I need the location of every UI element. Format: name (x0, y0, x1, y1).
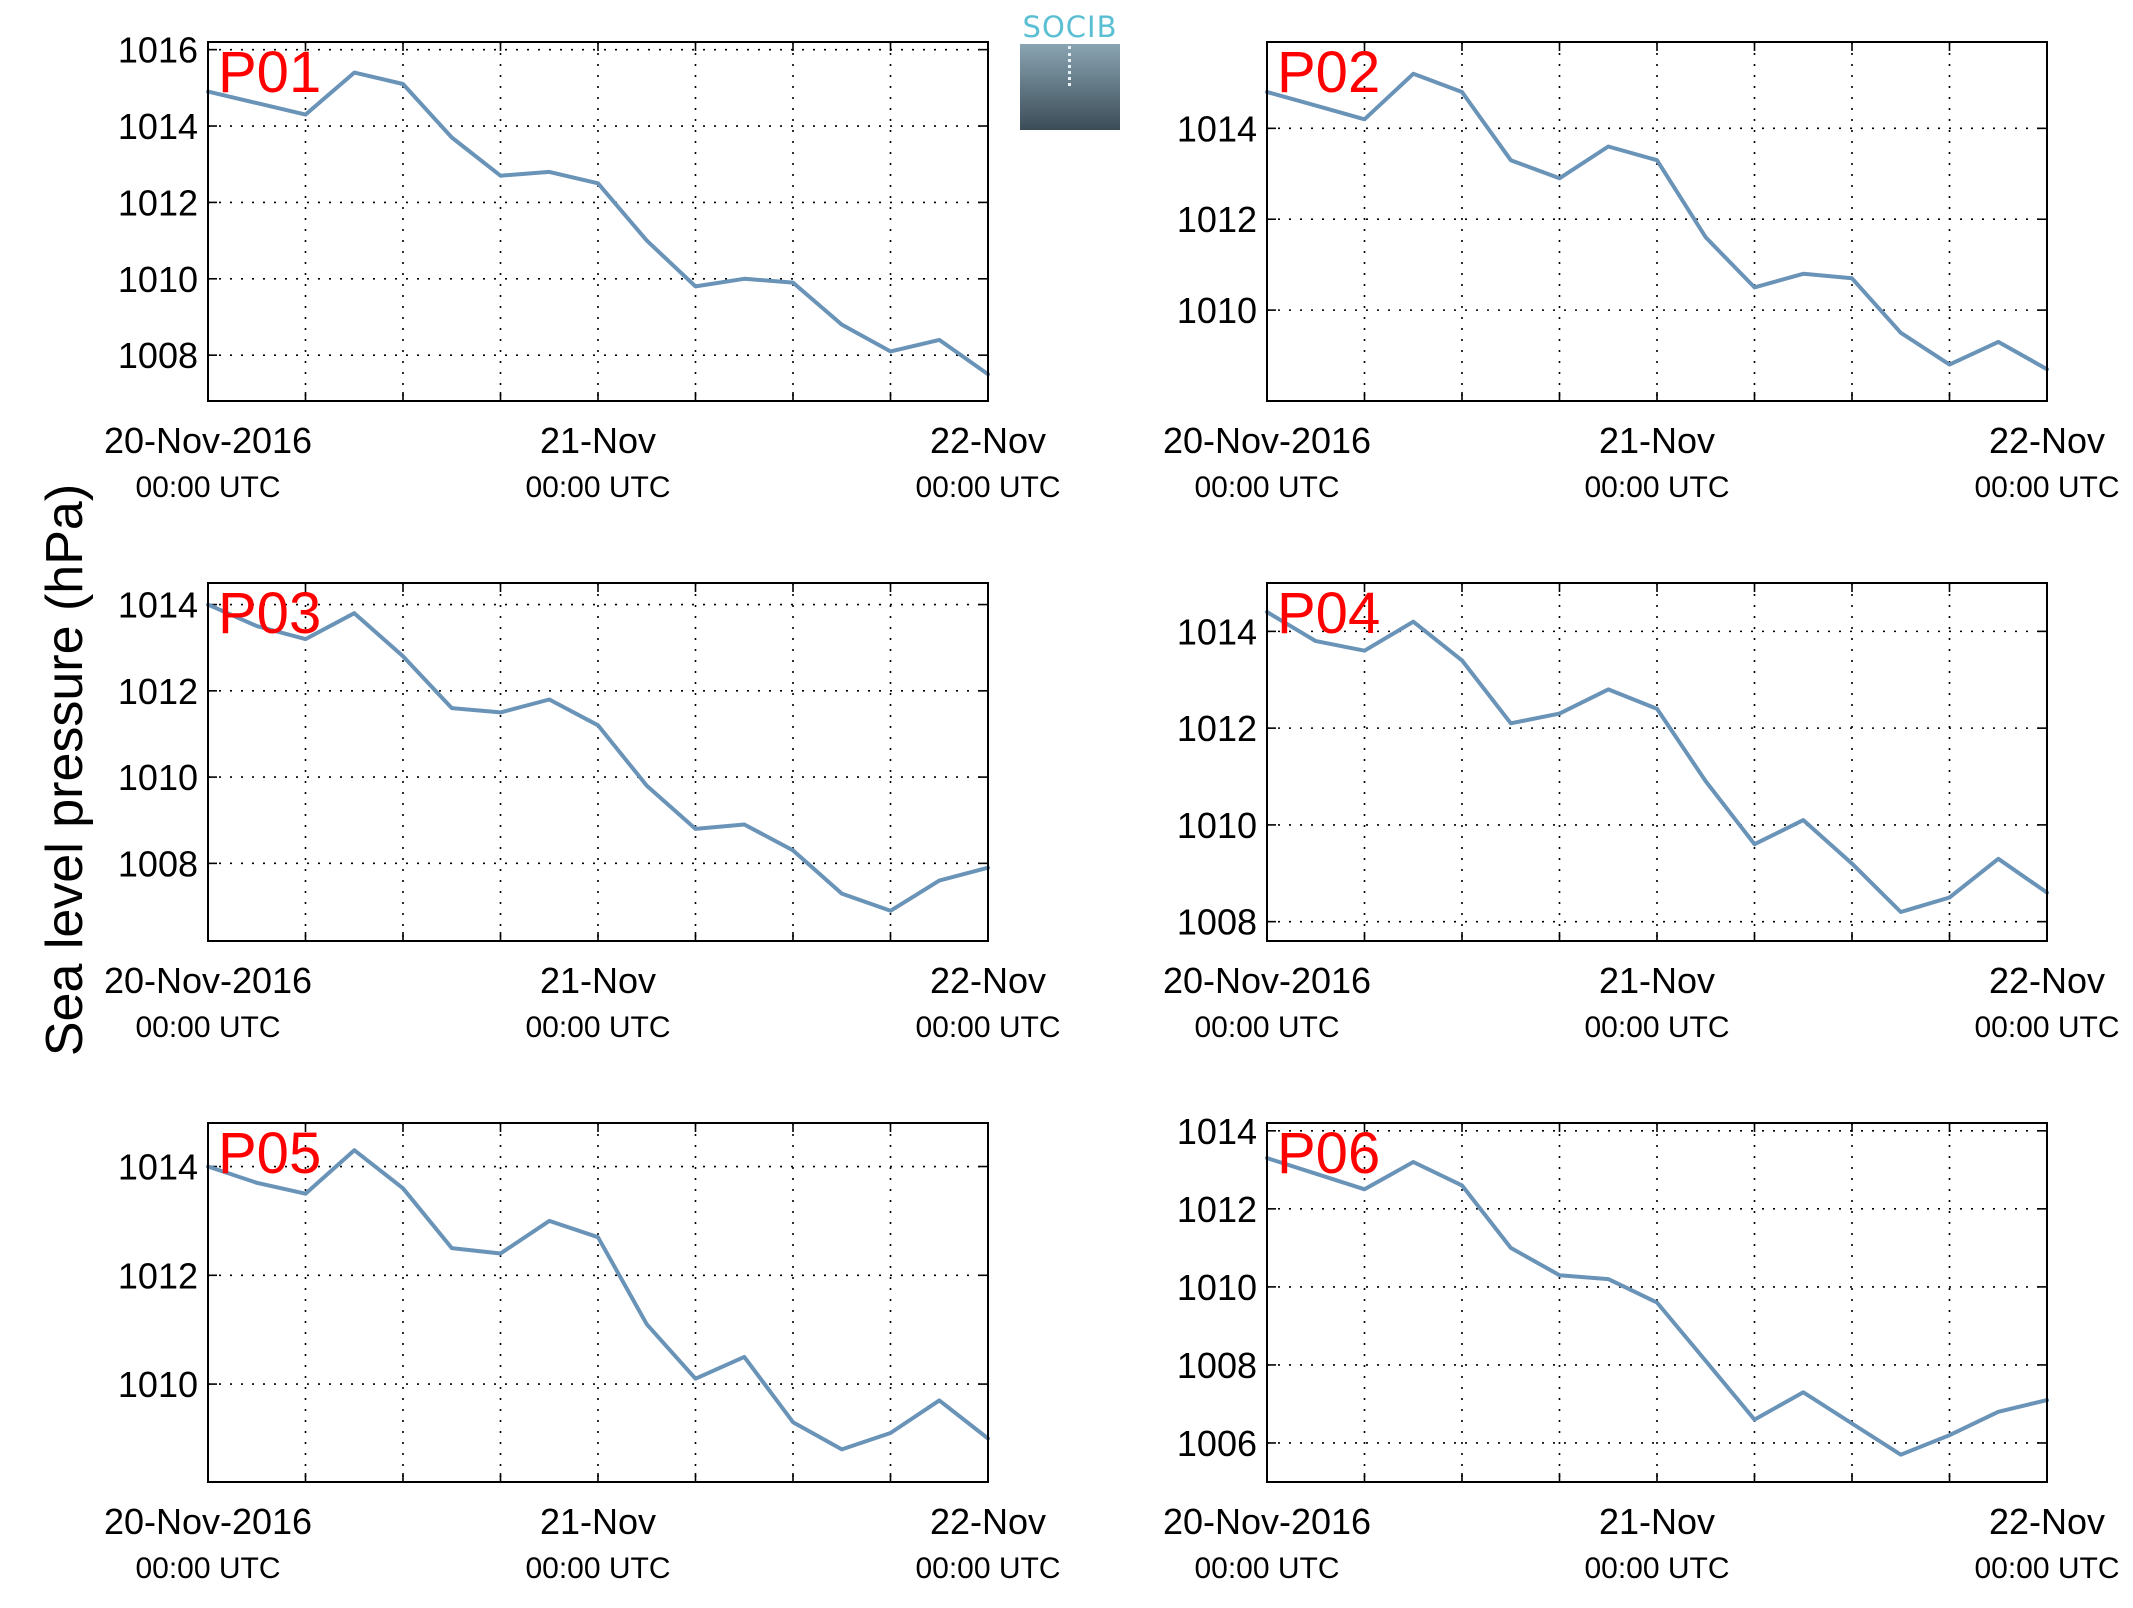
socib-logo: SOCIB (1020, 10, 1120, 130)
axes-frame (207, 1122, 989, 1483)
x-tick-sublabel: 00:00 UTC (1584, 471, 1729, 504)
x-tick-label: 21-Nov (540, 960, 656, 1001)
axes-frame (207, 582, 989, 942)
x-tick-sublabel: 00:00 UTC (1194, 471, 1339, 504)
y-tick-label: 1010 (1177, 1267, 1257, 1308)
chart-panel-5: 1010 1012 1014 P05 20-Nov-2016 00:00 UTC 21-No… (104, 1121, 1061, 1585)
x-tick-label: 22-Nov (930, 1501, 1046, 1542)
x-tick-sublabel: 00:00 UTC (915, 1011, 1060, 1044)
y-tick-label: 1014 (118, 585, 198, 626)
y-tick-label: 1016 (118, 30, 198, 71)
x-tick-label: 20-Nov-2016 (1163, 420, 1371, 461)
x-tick-label: 20-Nov-2016 (104, 960, 312, 1001)
y-tick-label: 1010 (118, 259, 198, 300)
station-label: P02 (1277, 40, 1380, 105)
y-tick-label: 1014 (118, 106, 198, 147)
axes-frame (207, 41, 989, 402)
y-tick-label: 1014 (1177, 108, 1257, 149)
axes-frame (1266, 1122, 2048, 1483)
data-line (1265, 1156, 2049, 1457)
x-tick-label: 22-Nov (1989, 960, 2105, 1001)
x-tick-label: 22-Nov (930, 960, 1046, 1001)
y-tick-label: 1012 (118, 182, 198, 223)
x-tick-sublabel: 00:00 UTC (525, 471, 670, 504)
axes-frame (1266, 582, 2048, 942)
station-label: P03 (218, 581, 321, 646)
chart-panel-2: 1010 1012 1014 P02 20-Nov-2016 00:00 UTC 21-No… (1163, 40, 2120, 504)
y-tick-label: 1006 (1177, 1423, 1257, 1464)
y-tick-label: 1008 (118, 843, 198, 884)
x-tick-label: 21-Nov (540, 420, 656, 461)
x-tick-label: 22-Nov (1989, 1501, 2105, 1542)
y-tick-label: 1012 (1177, 199, 1257, 240)
station-label: P05 (218, 1121, 321, 1186)
y-tick-label: 1012 (1177, 708, 1257, 749)
x-tick-label: 22-Nov (1989, 420, 2105, 461)
x-tick-sublabel: 00:00 UTC (135, 1552, 280, 1585)
y-tick-label: 1008 (1177, 902, 1257, 943)
x-tick-sublabel: 00:00 UTC (525, 1011, 670, 1044)
x-tick-sublabel: 00:00 UTC (1974, 471, 2119, 504)
x-tick-label: 20-Nov-2016 (104, 420, 312, 461)
x-tick-sublabel: 00:00 UTC (1584, 1552, 1729, 1585)
data-line (206, 602, 990, 913)
x-tick-label: 20-Nov-2016 (1163, 960, 1371, 1001)
logo-text: SOCIB (1022, 10, 1118, 44)
y-tick-label: 1012 (118, 671, 198, 712)
x-tick-sublabel: 00:00 UTC (525, 1552, 670, 1585)
chart-panel-3: 1008 1010 1012 1014 P03 20-Nov-2016 00:00 UTC 2… (104, 581, 1061, 1044)
x-tick-sublabel: 00:00 UTC (915, 471, 1060, 504)
data-line (206, 1148, 990, 1452)
station-label: P06 (1277, 1121, 1380, 1186)
y-tick-label: 1014 (1177, 611, 1257, 652)
station-label: P04 (1277, 581, 1380, 646)
y-tick-label: 1008 (1177, 1345, 1257, 1386)
x-tick-sublabel: 00:00 UTC (1584, 1011, 1729, 1044)
data-line (206, 70, 990, 377)
x-tick-sublabel: 00:00 UTC (1974, 1011, 2119, 1044)
x-tick-sublabel: 00:00 UTC (1194, 1552, 1339, 1585)
x-tick-sublabel: 00:00 UTC (1974, 1552, 2119, 1585)
y-tick-label: 1010 (1177, 290, 1257, 331)
x-tick-label: 20-Nov-2016 (1163, 1501, 1371, 1542)
chart-panel-4: 1008 1010 1012 1014 P04 20-Nov-2016 00:00 UTC 2… (1163, 581, 2120, 1044)
y-tick-label: 1010 (1177, 805, 1257, 846)
station-label: P01 (218, 40, 321, 105)
data-line (1265, 71, 2049, 372)
x-tick-label: 22-Nov (930, 420, 1046, 461)
y-tick-label: 1012 (1177, 1189, 1257, 1230)
axes-frame (1266, 41, 2048, 402)
x-tick-sublabel: 00:00 UTC (915, 1552, 1060, 1585)
y-tick-label: 1014 (118, 1147, 198, 1188)
x-tick-label: 21-Nov (1599, 420, 1715, 461)
data-line (1265, 610, 2049, 914)
y-tick-label: 1012 (118, 1255, 198, 1296)
chart-panel-1: 1008 1010 1012 1014 1016 P01 20-Nov-2016 00:00 … (104, 30, 1061, 504)
y-tick-label: 1014 (1177, 1111, 1257, 1152)
y-tick-label: 1008 (118, 335, 198, 376)
y-tick-label: 1010 (118, 757, 198, 798)
x-tick-label: 20-Nov-2016 (104, 1501, 312, 1542)
x-tick-sublabel: 00:00 UTC (1194, 1011, 1339, 1044)
logo-mark (1068, 46, 1075, 86)
chart-panel-6: 1006 1008 1010 1012 1014 P06 20-Nov-2016 00:00 … (1163, 1111, 2120, 1585)
x-tick-sublabel: 00:00 UTC (135, 471, 280, 504)
x-tick-label: 21-Nov (540, 1501, 656, 1542)
x-tick-label: 21-Nov (1599, 1501, 1715, 1542)
y-tick-label: 1010 (118, 1364, 198, 1405)
x-tick-sublabel: 00:00 UTC (135, 1011, 280, 1044)
x-tick-label: 21-Nov (1599, 960, 1715, 1001)
